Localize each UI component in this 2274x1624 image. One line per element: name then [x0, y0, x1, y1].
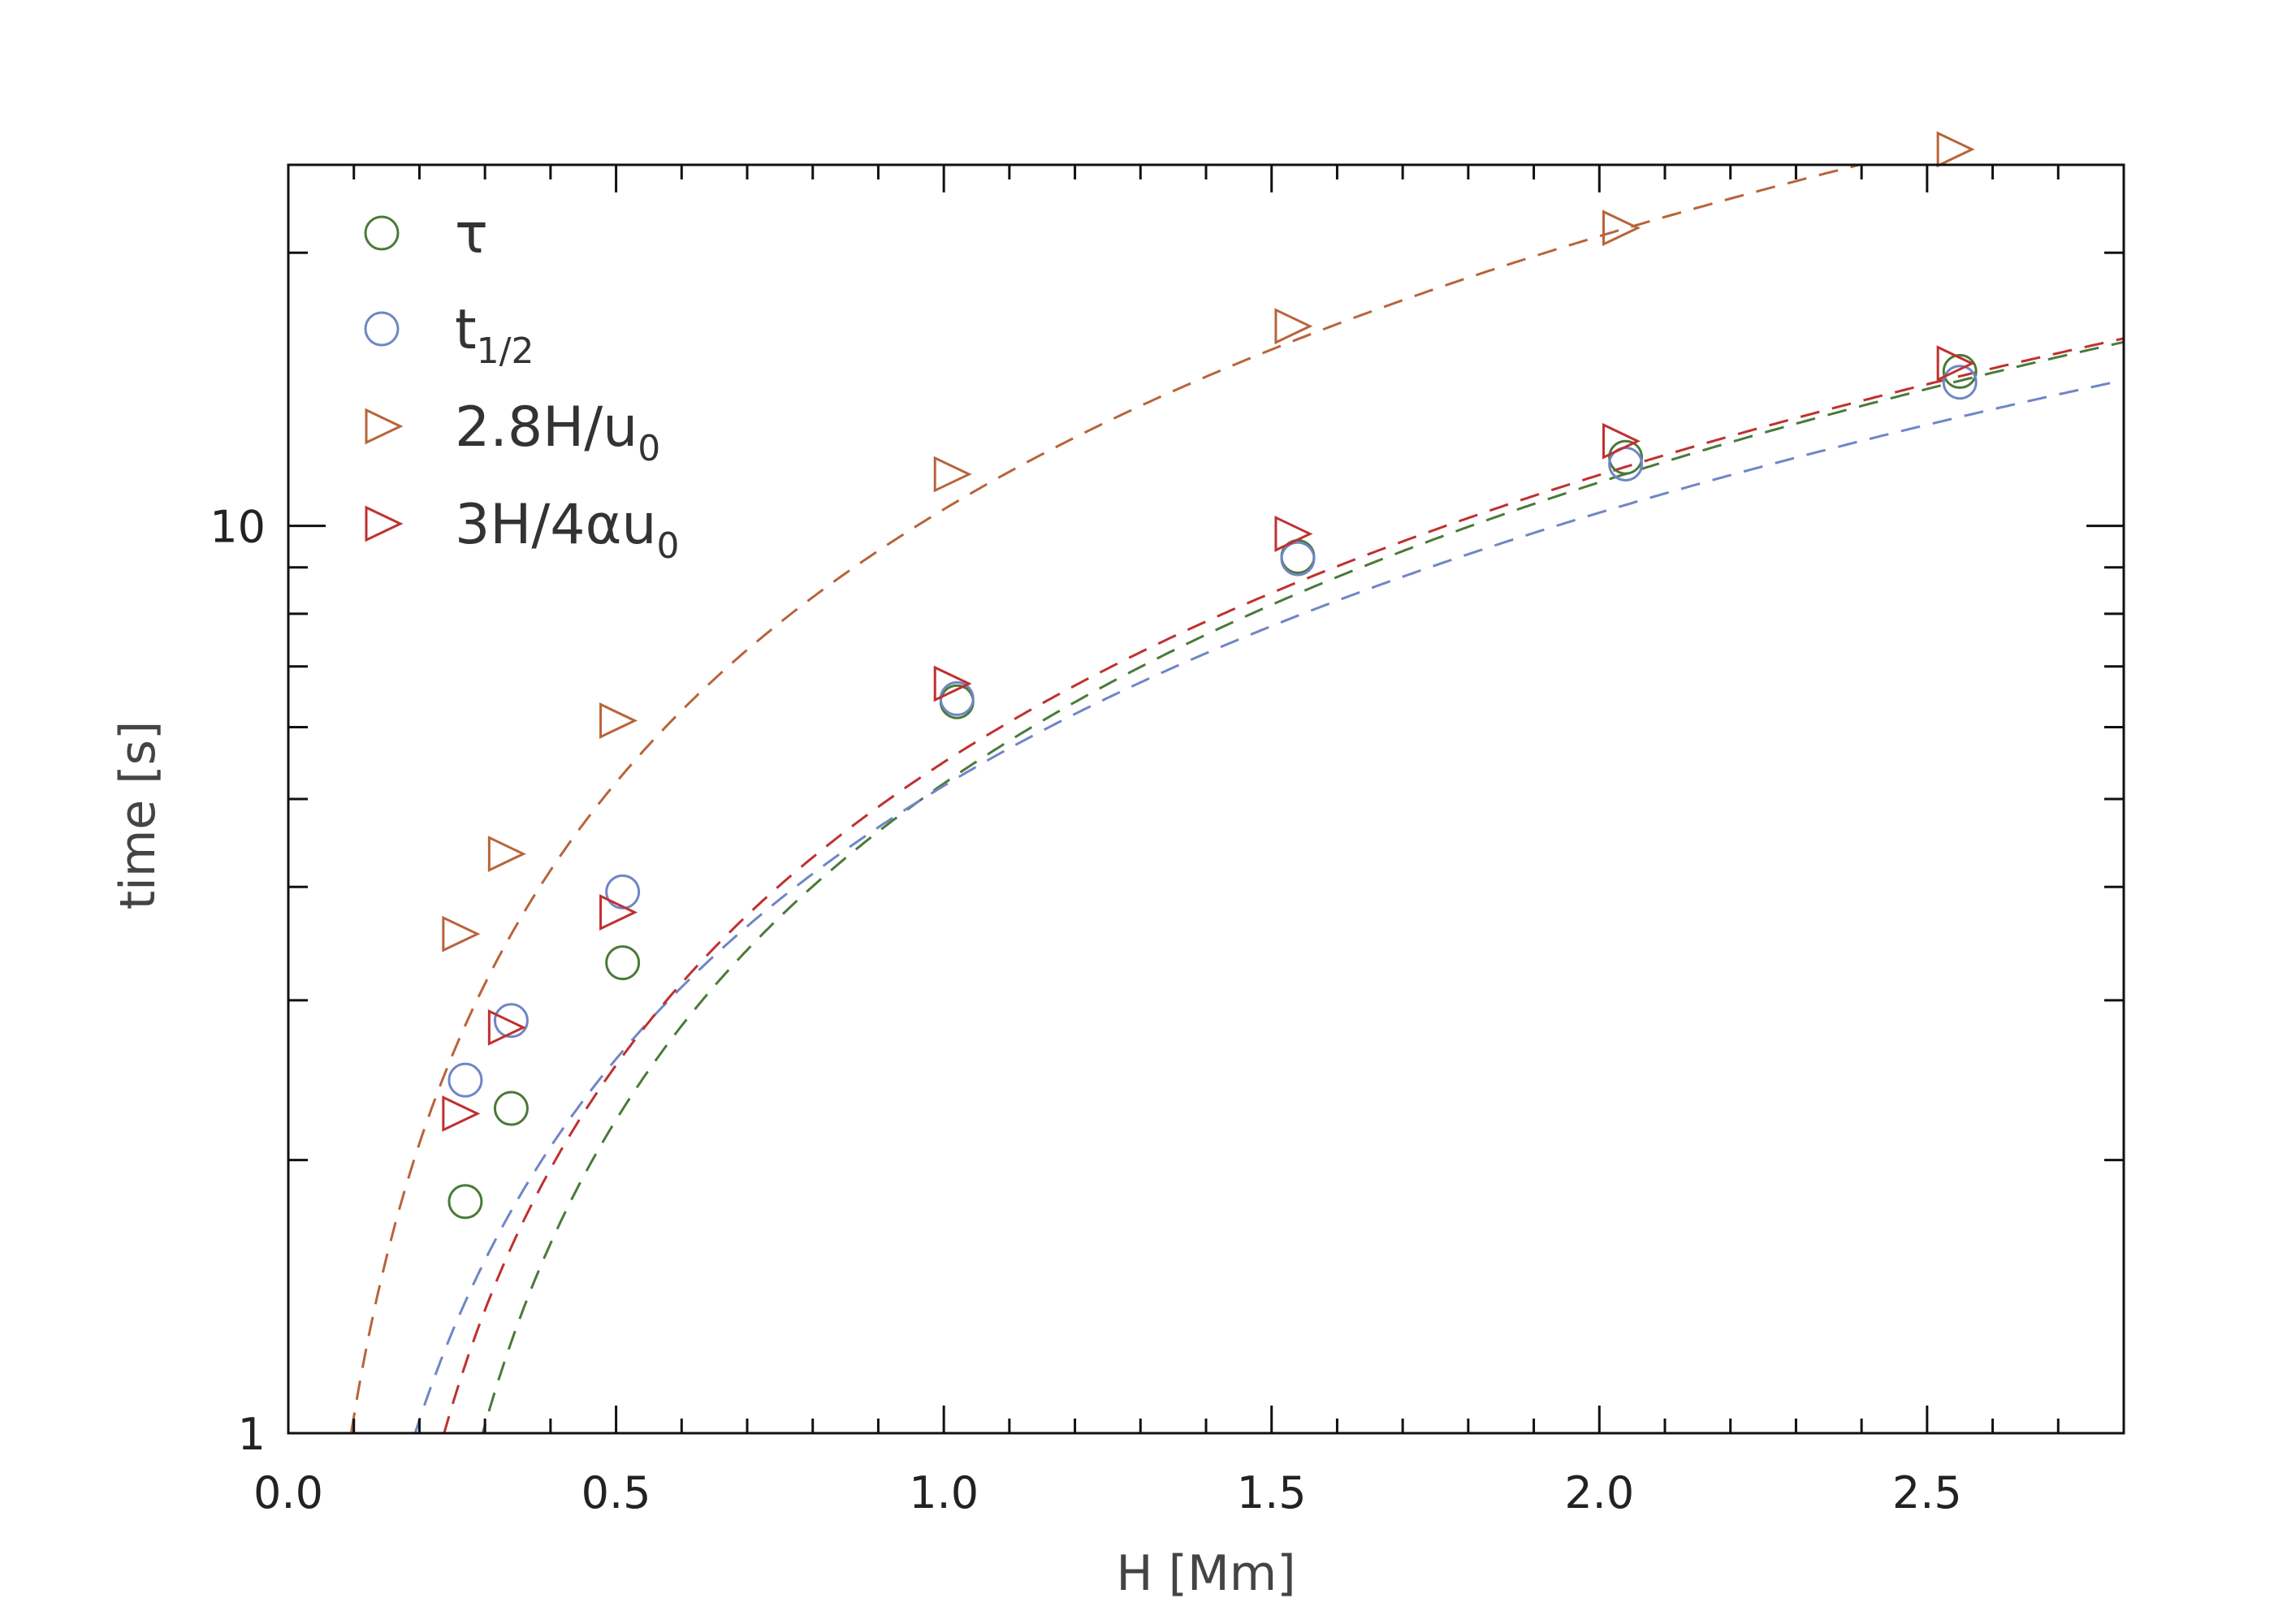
data-point-2 — [933, 456, 972, 493]
legend-label-0: τ — [455, 202, 488, 266]
fit-line-3 — [443, 337, 2124, 1433]
data-point-3 — [1936, 345, 1975, 382]
x-tick-label: 2.0 — [1564, 1467, 1634, 1518]
fit-line-1 — [413, 378, 2124, 1433]
data-markers — [442, 131, 1978, 1220]
data-point-3 — [599, 894, 638, 931]
data-point-3 — [442, 1095, 481, 1132]
legend-marker-0 — [364, 215, 400, 251]
data-point-3 — [487, 1009, 526, 1046]
x-tick-label: 1.0 — [909, 1467, 979, 1518]
x-tick-label: 0.5 — [581, 1467, 651, 1518]
data-point-1 — [493, 1003, 529, 1039]
legend-marker-1 — [364, 311, 400, 347]
data-point-0 — [493, 1091, 529, 1126]
x-tick-label: 1.5 — [1237, 1467, 1307, 1518]
legend-label-1: t1/2 — [455, 298, 534, 372]
data-point-3 — [933, 665, 972, 702]
data-point-1 — [939, 680, 975, 716]
data-point-2 — [1936, 131, 1975, 168]
fit-line-0 — [481, 340, 2124, 1433]
data-point-2 — [442, 915, 481, 952]
legend-marker-3 — [365, 505, 404, 542]
x-tick-label: 2.5 — [1892, 1467, 1962, 1518]
y-tick-label: 1 — [238, 1409, 266, 1460]
data-point-2 — [487, 836, 526, 872]
data-point-3 — [1274, 516, 1313, 552]
data-point-0 — [1608, 439, 1644, 475]
data-point-1 — [605, 874, 641, 909]
fit-lines — [349, 165, 2124, 1433]
x-axis: 0.0 0.5 1.0 1.5 2.0 2.5 — [253, 165, 2125, 1518]
data-point-0 — [447, 1184, 483, 1220]
fit-line-2 — [349, 165, 1865, 1433]
data-point-2 — [599, 702, 638, 739]
data-point-1 — [1942, 365, 1978, 400]
data-point-2 — [1602, 209, 1641, 247]
y-axis-label: time [s] — [110, 721, 166, 910]
data-point-0 — [605, 945, 641, 981]
data-point-2 — [1274, 308, 1313, 345]
y-axis: 1 10 — [210, 251, 2124, 1460]
legend-marker-2 — [365, 408, 404, 445]
legend-label-3: 3H/4αu0 — [455, 493, 680, 567]
x-tick-label: 0.0 — [253, 1467, 323, 1518]
legend: τ t1/2 2.8H/u0 3H/4αu0 — [364, 202, 680, 567]
data-point-1 — [447, 1062, 483, 1098]
legend-label-2: 2.8H/u0 — [455, 395, 660, 469]
data-point-1 — [1280, 541, 1316, 577]
x-axis-label: H [Mm] — [1116, 1545, 1295, 1602]
plot-frame — [287, 163, 2125, 1435]
y-tick-label: 10 — [210, 502, 266, 553]
data-point-0 — [1942, 353, 1978, 389]
data-point-3 — [1602, 422, 1641, 460]
